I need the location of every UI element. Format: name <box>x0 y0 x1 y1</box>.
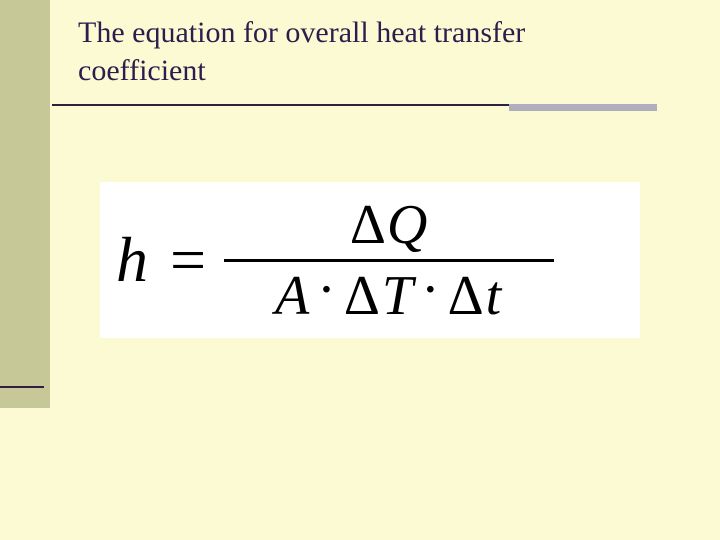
title-underline-light <box>509 104 657 111</box>
equation-denominator: A·ΔT·Δt <box>267 262 511 326</box>
title-underline-dark <box>52 104 509 106</box>
equation-numerator: ΔQ <box>342 195 436 259</box>
slide-title: The equation for overall heat transfer c… <box>78 14 638 89</box>
equation-fraction: ΔQ A·ΔT·Δt <box>224 195 554 326</box>
equation-box: h = ΔQ A·ΔT·Δt <box>100 182 640 338</box>
bullet-tick <box>0 386 44 388</box>
equation-lhs: h <box>100 228 148 292</box>
equation-equals: = <box>148 228 224 292</box>
left-accent-bar <box>0 0 50 408</box>
